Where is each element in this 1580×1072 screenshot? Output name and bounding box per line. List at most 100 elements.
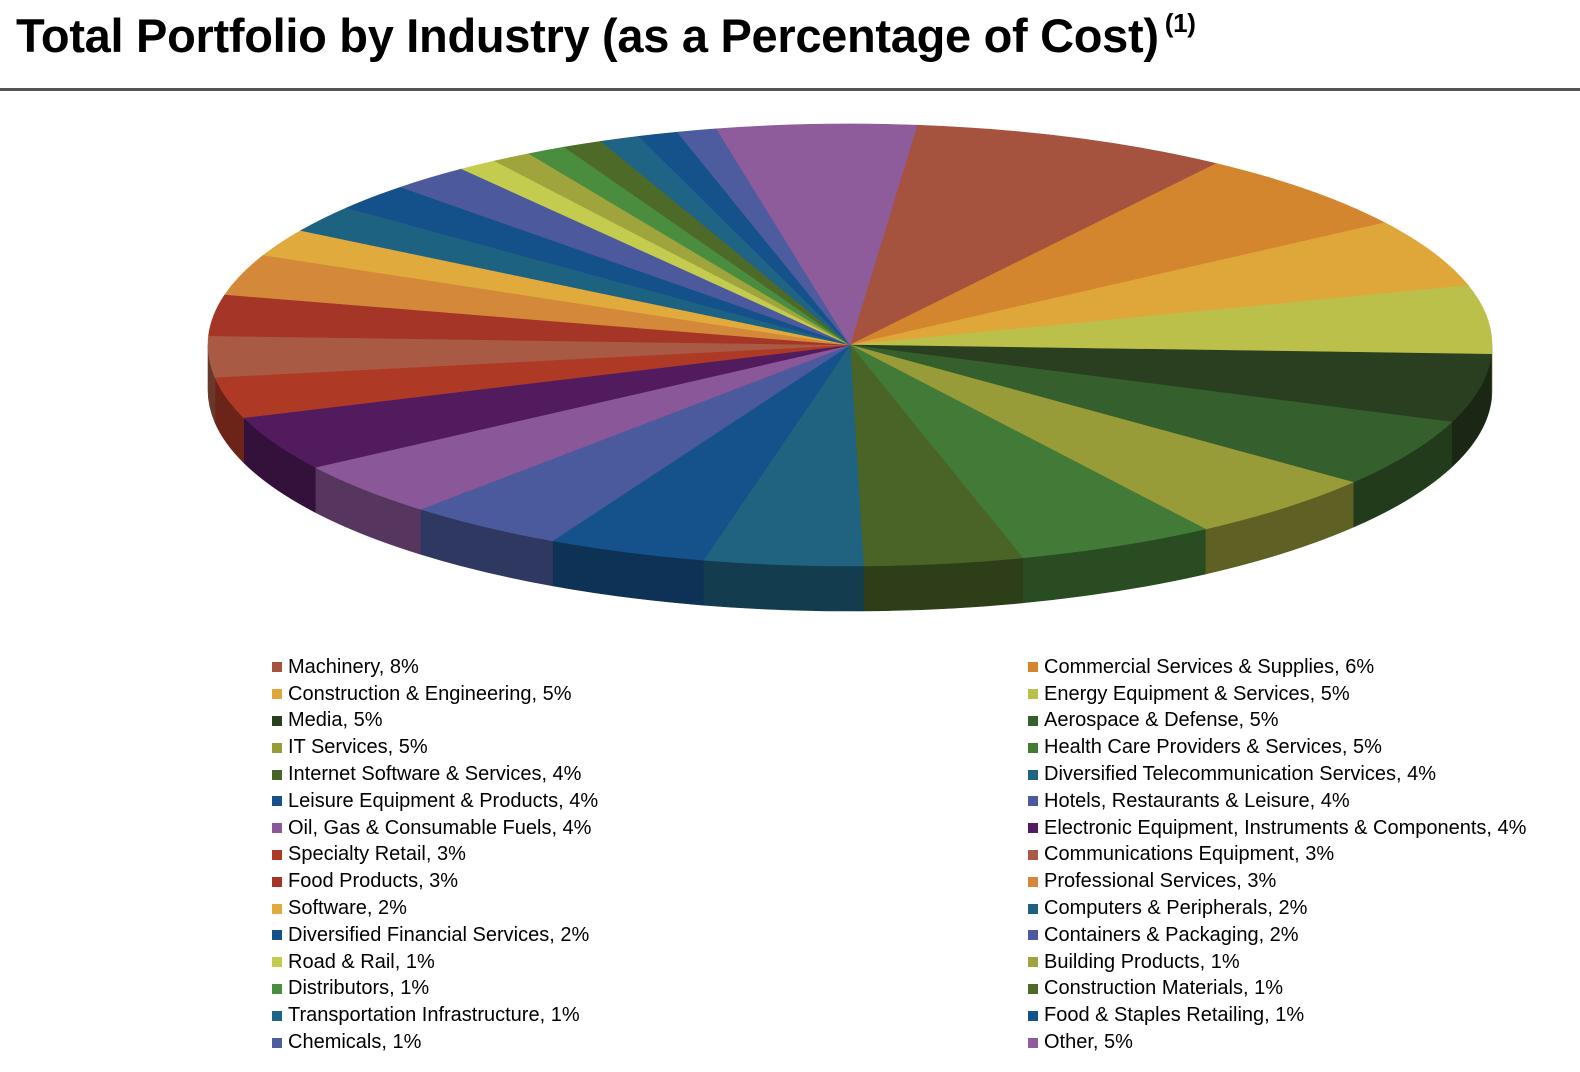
- legend-label: Other, 5%: [1044, 1031, 1133, 1054]
- legend-label: Health Care Providers & Services, 5%: [1044, 736, 1382, 759]
- chart-legend: Machinery, 8% Construction & Engineering,…: [0, 654, 1580, 1064]
- legend-item: Construction Materials, 1%: [1028, 976, 1526, 1003]
- legend-swatch: [1028, 1010, 1038, 1021]
- legend-label: Construction Materials, 1%: [1044, 977, 1283, 1000]
- legend-swatch: [272, 715, 282, 726]
- legend-swatch: [1028, 957, 1038, 968]
- legend-item: Food & Staples Retailing, 1%: [1028, 1002, 1526, 1029]
- legend-swatch: [272, 849, 282, 860]
- legend-label: Construction & Engineering, 5%: [288, 682, 572, 705]
- legend-swatch: [272, 796, 282, 807]
- legend-label: Machinery, 8%: [288, 655, 419, 678]
- legend-label: Hotels, Restaurants & Leisure, 4%: [1044, 789, 1350, 812]
- legend-label: Aerospace & Defense, 5%: [1044, 709, 1279, 732]
- pie-slice-1: [849, 124, 1218, 346]
- legend-item: Building Products, 1%: [1028, 949, 1526, 976]
- legend-swatch: [1028, 715, 1038, 726]
- legend-item: Other, 5%: [1028, 1029, 1526, 1056]
- legend-item: Media, 5%: [272, 708, 598, 735]
- legend-label: Media, 5%: [288, 709, 383, 732]
- legend-item: Hotels, Restaurants & Leisure, 4%: [1028, 788, 1526, 815]
- legend-swatch: [272, 1010, 282, 1021]
- legend-label: Food & Staples Retailing, 1%: [1044, 1004, 1305, 1027]
- legend-label: Professional Services, 3%: [1044, 870, 1277, 893]
- legend-swatch: [272, 930, 282, 941]
- pie-slice-4: [849, 285, 1493, 355]
- legend-swatch: [1028, 689, 1038, 700]
- legend-item: Distributors, 1%: [272, 976, 598, 1003]
- pie-slice-30: [716, 123, 918, 346]
- legend-label: Diversified Telecommunication Services, …: [1044, 763, 1437, 786]
- legend-label: Chemicals, 1%: [288, 1031, 422, 1054]
- legend-item: Software, 2%: [272, 895, 598, 922]
- legend-swatch: [1028, 876, 1038, 887]
- legend-label: Electronic Equipment, Instruments & Comp…: [1044, 816, 1527, 839]
- legend-item: Commercial Services & Supplies, 6%: [1028, 654, 1526, 681]
- pie-slice-8: [849, 344, 1207, 559]
- pie-chart: [207, 123, 1493, 612]
- legend-swatch: [1028, 930, 1038, 941]
- legend-item: Machinery, 8%: [272, 654, 598, 681]
- pie-slice-7: [849, 344, 1355, 530]
- legend-item: Food Products, 3%: [272, 868, 598, 895]
- legend-column-right: Commercial Services & Supplies, 6% Energy…: [1028, 654, 1526, 1056]
- legend-label: Containers & Packaging, 2%: [1044, 923, 1299, 946]
- legend-label: Computers & Peripherals, 2%: [1044, 897, 1308, 920]
- legend-swatch: [272, 823, 282, 834]
- legend-item: Leisure Equipment & Products, 4%: [272, 788, 598, 815]
- legend-label: Internet Software & Services, 4%: [288, 763, 582, 786]
- legend-swatch: [272, 983, 282, 994]
- legend-swatch: [1028, 903, 1038, 914]
- legend-item: Diversified Financial Services, 2%: [272, 922, 598, 949]
- legend-swatch: [1028, 983, 1038, 994]
- legend-item: Specialty Retail, 3%: [272, 842, 598, 869]
- legend-label: Distributors, 1%: [288, 977, 430, 1000]
- legend-swatch: [1028, 1037, 1038, 1048]
- legend-item: Oil, Gas & Consumable Fuels, 4%: [272, 815, 598, 842]
- legend-label: Building Products, 1%: [1044, 950, 1240, 973]
- legend-label: IT Services, 5%: [288, 736, 428, 759]
- legend-item: Energy Equipment & Services, 5%: [1028, 681, 1526, 708]
- legend-label: Commercial Services & Supplies, 6%: [1044, 655, 1375, 678]
- legend-label: Transportation Infrastructure, 1%: [288, 1004, 580, 1027]
- legend-swatch: [1028, 849, 1038, 860]
- legend-swatch: [272, 957, 282, 968]
- legend-label: Diversified Financial Services, 2%: [288, 923, 590, 946]
- legend-swatch: [272, 1037, 282, 1048]
- legend-swatch: [1028, 662, 1038, 673]
- legend-item: Containers & Packaging, 2%: [1028, 922, 1526, 949]
- legend-label: Oil, Gas & Consumable Fuels, 4%: [288, 816, 592, 839]
- legend-swatch: [272, 769, 282, 780]
- legend-swatch: [272, 689, 282, 700]
- legend-swatch: [1028, 769, 1038, 780]
- title-divider: [0, 88, 1580, 91]
- legend-label: Road & Rail, 1%: [288, 950, 435, 973]
- title-footnote: (1): [1164, 8, 1196, 38]
- legend-swatch: [272, 903, 282, 914]
- legend-column-left: Machinery, 8% Construction & Engineering,…: [272, 654, 598, 1056]
- legend-swatch: [272, 742, 282, 753]
- pie-slice-3: [849, 222, 1469, 346]
- legend-label: Software, 2%: [288, 897, 407, 920]
- legend-item: Professional Services, 3%: [1028, 868, 1526, 895]
- legend-label: Communications Equipment, 3%: [1044, 843, 1335, 866]
- legend-item: Health Care Providers & Services, 5%: [1028, 734, 1526, 761]
- legend-swatch: [1028, 796, 1038, 807]
- legend-label: Energy Equipment & Services, 5%: [1044, 682, 1350, 705]
- legend-item: Electronic Equipment, Instruments & Comp…: [1028, 815, 1526, 842]
- page-title-text: Total Portfolio by Industry (as a Percen…: [16, 9, 1159, 62]
- pie-slice-6: [849, 344, 1453, 483]
- legend-item: IT Services, 5%: [272, 734, 598, 761]
- page-title: Total Portfolio by Industry (as a Percen…: [16, 8, 1196, 63]
- legend-swatch: [272, 876, 282, 887]
- legend-item: Diversified Telecommunication Services, …: [1028, 761, 1526, 788]
- pie-slice-2: [849, 163, 1386, 346]
- legend-label: Specialty Retail, 3%: [288, 843, 466, 866]
- legend-swatch: [1028, 823, 1038, 834]
- legend-swatch: [272, 662, 282, 673]
- pie-slice-5: [849, 344, 1492, 423]
- legend-item: Road & Rail, 1%: [272, 949, 598, 976]
- pie-slice-side-10: [703, 559, 864, 612]
- legend-label: Leisure Equipment & Products, 4%: [288, 789, 599, 812]
- legend-item: Transportation Infrastructure, 1%: [272, 1002, 598, 1029]
